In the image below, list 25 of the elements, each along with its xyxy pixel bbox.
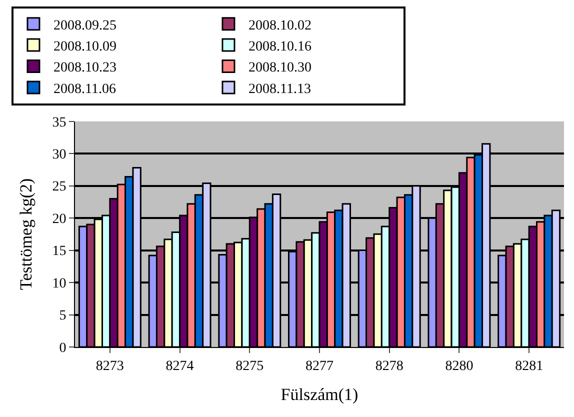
legend-label: 2008.10.02 (248, 18, 312, 34)
legend-label: 2008.10.09 (53, 40, 116, 55)
y-tick-label: 10 (52, 276, 66, 292)
x-tick-label: 8273 (96, 358, 124, 374)
y-tick-label: 20 (52, 212, 66, 227)
legend-label: 2008.10.16 (248, 40, 312, 55)
x-tick-label: 8280 (445, 358, 474, 374)
legend-label: 2008.09.25 (53, 18, 116, 34)
y-axis-title: Testtömeg kg(2) (16, 178, 36, 290)
x-tick-label: 8274 (166, 358, 194, 374)
legend-label: 2008.11.06 (53, 82, 116, 97)
x-tick-label: 8275 (236, 358, 264, 374)
x-axis-title: Fülszám(1) (280, 385, 358, 404)
legend-label: 2008.11.13 (248, 82, 311, 97)
y-tick-label: 0 (59, 340, 66, 356)
x-tick-label: 8281 (515, 358, 544, 374)
x-tick-label: 8278 (375, 358, 404, 374)
legend-label: 2008.10.23 (53, 60, 116, 76)
y-tick-label: 15 (52, 244, 66, 260)
y-tick-label: 35 (52, 115, 66, 130)
y-tick-label: 5 (59, 308, 66, 324)
legend-label: 2008.10.30 (248, 60, 312, 76)
y-tick-label: 30 (52, 147, 66, 162)
y-tick-label: 25 (52, 180, 66, 195)
x-tick-label: 8277 (306, 358, 334, 374)
